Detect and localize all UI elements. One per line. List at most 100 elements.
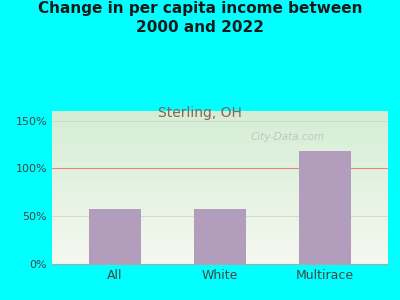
Bar [52, 131, 388, 132]
Bar [52, 134, 388, 136]
Bar [52, 224, 388, 226]
Bar [52, 230, 388, 232]
Bar [52, 160, 388, 161]
Bar [52, 114, 388, 116]
Bar [52, 262, 388, 264]
Bar [52, 116, 388, 117]
Bar [52, 214, 388, 215]
Bar [52, 182, 388, 183]
Bar [52, 209, 388, 211]
Bar [52, 174, 388, 175]
Bar [52, 236, 388, 238]
Bar [194, 209, 246, 264]
Bar [52, 233, 388, 235]
Bar [52, 211, 388, 212]
Bar [52, 132, 388, 134]
Bar [52, 192, 388, 194]
Bar [52, 129, 388, 131]
Bar [52, 142, 388, 143]
Bar [52, 157, 388, 158]
Bar [52, 238, 388, 239]
Bar [52, 169, 388, 171]
Bar [52, 180, 388, 182]
Bar [52, 250, 388, 252]
Bar [52, 137, 388, 139]
Bar [52, 203, 388, 204]
Bar [52, 221, 388, 223]
Bar [52, 168, 388, 169]
Bar [52, 123, 388, 125]
Bar [52, 120, 388, 122]
Bar [52, 217, 388, 218]
Bar [52, 111, 388, 112]
Bar [52, 140, 388, 142]
Bar [52, 152, 388, 154]
Bar [52, 247, 388, 249]
Bar [52, 255, 388, 256]
Bar [52, 139, 388, 140]
Bar [52, 260, 388, 261]
Bar [52, 256, 388, 258]
Bar [52, 253, 388, 255]
Bar [52, 183, 388, 184]
Bar [52, 206, 388, 207]
Bar [52, 151, 388, 152]
Bar [52, 158, 388, 160]
Bar [52, 171, 388, 172]
Bar [52, 249, 388, 250]
Bar [52, 166, 388, 168]
Bar [52, 246, 388, 247]
Bar [52, 149, 388, 151]
Bar [52, 126, 388, 128]
Bar [52, 198, 388, 200]
Bar [52, 244, 388, 246]
Bar [52, 195, 388, 197]
Bar [52, 201, 388, 203]
Bar [52, 175, 388, 177]
Text: Change in per capita income between
2000 and 2022: Change in per capita income between 2000… [38, 2, 362, 35]
Bar [52, 223, 388, 224]
Bar [52, 172, 388, 174]
Bar [52, 189, 388, 190]
Bar [52, 207, 388, 209]
Bar [52, 143, 388, 145]
Bar [52, 226, 388, 227]
Bar [52, 190, 388, 192]
Bar [52, 241, 388, 243]
Bar [52, 148, 388, 149]
Bar [52, 235, 388, 236]
Bar [52, 112, 388, 114]
Bar [52, 215, 388, 217]
Bar [52, 243, 388, 244]
Bar [52, 218, 388, 220]
Bar [52, 177, 388, 178]
Bar [52, 155, 388, 157]
Bar [52, 227, 388, 229]
Bar [52, 261, 388, 262]
Bar [52, 161, 388, 163]
Text: Sterling, OH: Sterling, OH [158, 106, 242, 121]
Bar [52, 232, 388, 233]
Bar [52, 154, 388, 155]
Bar [52, 194, 388, 195]
Bar [52, 229, 388, 230]
Bar [52, 146, 388, 148]
Bar [52, 258, 388, 260]
Bar [52, 118, 388, 120]
Bar [52, 252, 388, 253]
Bar [52, 163, 388, 164]
Bar [52, 178, 388, 180]
Bar [52, 220, 388, 221]
Bar [52, 200, 388, 201]
Bar [52, 212, 388, 214]
Bar [52, 188, 388, 189]
Bar [299, 151, 351, 264]
Bar [52, 239, 388, 241]
Bar [52, 204, 388, 206]
Bar [52, 125, 388, 126]
Bar [52, 122, 388, 123]
Bar [52, 197, 388, 198]
Bar [52, 117, 388, 118]
Bar [52, 164, 388, 166]
Bar [52, 136, 388, 137]
